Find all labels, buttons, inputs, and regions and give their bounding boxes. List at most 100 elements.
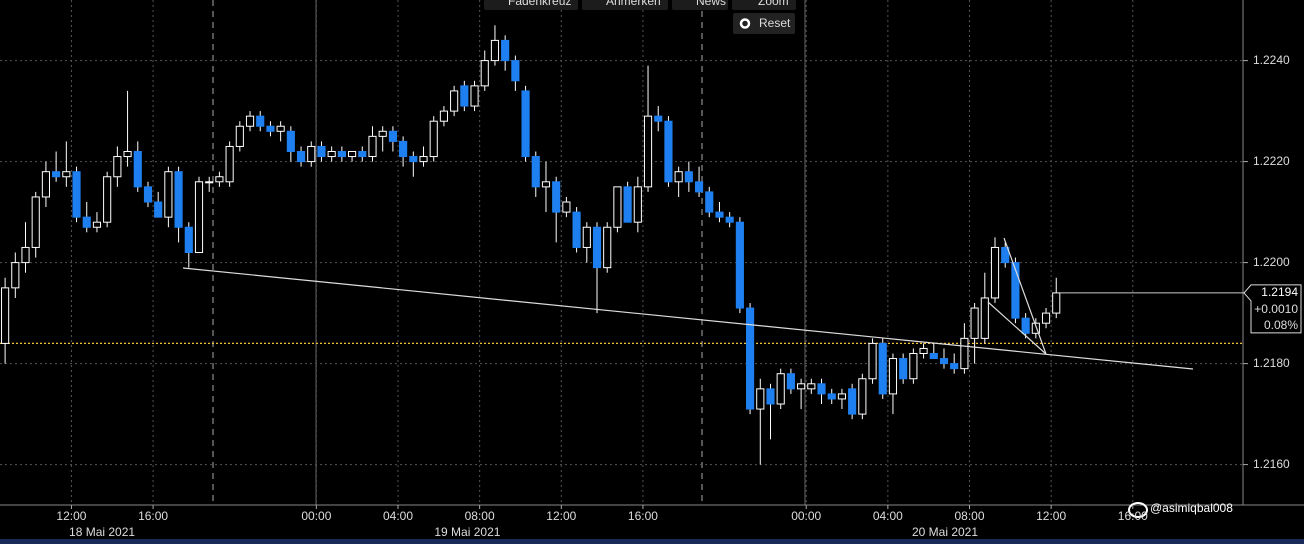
trend-line bbox=[182, 267, 1194, 370]
candle-body bbox=[1052, 292, 1061, 314]
x-tick-label: 16:00 bbox=[1118, 509, 1148, 523]
y-tick-label: 1.2220 bbox=[1253, 154, 1290, 168]
candle-body bbox=[613, 186, 622, 228]
candle-body bbox=[103, 176, 112, 223]
date-label: 18 Mai 2021 bbox=[69, 525, 135, 539]
candle-body bbox=[184, 226, 193, 253]
reset-icon bbox=[739, 18, 751, 29]
candle-body bbox=[215, 176, 224, 183]
candle-body bbox=[817, 383, 826, 395]
candle-body bbox=[786, 373, 795, 390]
x-tick-label: 08:00 bbox=[954, 509, 984, 523]
trend-line bbox=[1003, 237, 1047, 355]
toolbar-label: News bbox=[696, 0, 726, 8]
candle-body bbox=[52, 171, 61, 178]
candle-body bbox=[378, 130, 387, 137]
bottom-strip bbox=[0, 539, 1304, 544]
candle-body bbox=[807, 383, 816, 390]
candle-body bbox=[929, 353, 938, 360]
candle-body bbox=[31, 196, 40, 248]
candle-body bbox=[674, 171, 683, 183]
x-tick-label: 16:00 bbox=[628, 509, 658, 523]
candle-body bbox=[490, 39, 500, 62]
candle-body bbox=[735, 221, 744, 309]
reset-button[interactable] bbox=[733, 13, 795, 34]
candle-body bbox=[82, 216, 91, 228]
candle-body bbox=[164, 171, 173, 218]
candle-body bbox=[439, 110, 449, 122]
candle-body bbox=[756, 388, 765, 410]
toolbar-button[interactable] bbox=[732, 0, 796, 10]
candle-body bbox=[572, 211, 581, 248]
candle-body bbox=[460, 85, 469, 107]
toolbar: Fadenkreuz Anmerken News Zoom Reset bbox=[484, 0, 796, 34]
candle-body bbox=[980, 297, 989, 339]
plot bbox=[0, 0, 1243, 505]
candle-body bbox=[1011, 262, 1020, 319]
candle-body bbox=[623, 186, 632, 223]
candle-body bbox=[21, 246, 30, 264]
candle-body bbox=[837, 393, 847, 400]
x-tick-label: 08:00 bbox=[465, 509, 495, 523]
candle-body bbox=[286, 130, 295, 153]
reset-label: Reset bbox=[759, 16, 791, 30]
candle-body bbox=[970, 307, 979, 339]
candle-body bbox=[296, 151, 306, 163]
candle-body bbox=[154, 201, 163, 218]
toolbar-button[interactable] bbox=[582, 0, 668, 10]
last-price-box bbox=[1243, 284, 1302, 334]
candle-body bbox=[266, 125, 275, 132]
candle-body bbox=[562, 201, 571, 213]
candle-body bbox=[705, 191, 714, 213]
candle-body bbox=[746, 307, 755, 410]
candle-body bbox=[123, 151, 132, 158]
toolbar-button[interactable] bbox=[484, 0, 578, 10]
candle-body bbox=[858, 378, 867, 415]
x-tick-label: 12:00 bbox=[1036, 509, 1066, 523]
candle-body bbox=[909, 353, 918, 380]
candle-body bbox=[245, 115, 255, 127]
candle-body bbox=[225, 145, 234, 183]
candle-body bbox=[582, 226, 591, 248]
candle-body bbox=[939, 358, 949, 365]
watermark: @asimiqbal008 bbox=[1128, 501, 1233, 518]
candle-body bbox=[92, 221, 102, 228]
candle-body bbox=[960, 337, 969, 370]
y-tick-label: 1.2240 bbox=[1253, 53, 1290, 67]
candle-body bbox=[419, 156, 428, 163]
candle-body bbox=[348, 151, 357, 158]
candle-body bbox=[307, 145, 316, 163]
x-tick-label: 12:00 bbox=[546, 509, 576, 523]
x-tick-label: 12:00 bbox=[56, 509, 86, 523]
candle-body bbox=[143, 186, 153, 203]
last-change: +0.0010 bbox=[1254, 302, 1298, 316]
trend-line bbox=[987, 301, 1047, 355]
toolbar-button[interactable] bbox=[672, 0, 728, 10]
candle-body bbox=[603, 226, 612, 269]
candle-body bbox=[541, 181, 551, 188]
candle-body bbox=[450, 90, 459, 112]
candle-body bbox=[368, 135, 377, 158]
candle-body bbox=[327, 151, 336, 158]
candle-body bbox=[337, 151, 346, 158]
candle-body bbox=[919, 347, 928, 355]
candle-body bbox=[62, 171, 71, 178]
candle-body bbox=[133, 151, 142, 188]
watermark-icon bbox=[1128, 502, 1148, 518]
candle-body bbox=[848, 388, 857, 415]
date-label: 19 Mai 2021 bbox=[434, 525, 500, 539]
candle-body bbox=[409, 156, 418, 163]
candle-body bbox=[205, 181, 214, 184]
candle-body bbox=[41, 171, 50, 198]
candle-body bbox=[429, 120, 438, 158]
candle-body bbox=[1031, 322, 1040, 334]
candle-body bbox=[694, 181, 704, 193]
candle-body bbox=[72, 171, 81, 218]
candle-body bbox=[501, 39, 510, 62]
candle-body bbox=[797, 383, 806, 390]
candle-body bbox=[1021, 317, 1030, 334]
candle-body bbox=[399, 140, 408, 158]
candle-body bbox=[827, 393, 836, 400]
